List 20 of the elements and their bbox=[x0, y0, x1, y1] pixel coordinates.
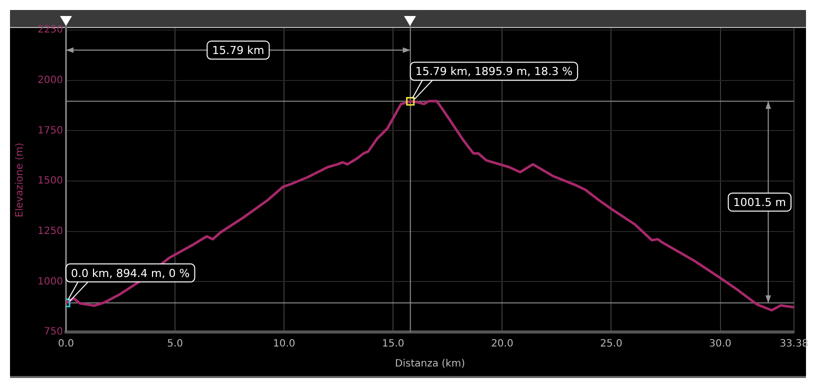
annotation: 15.79 km, 1895.9 m, 18.3 % bbox=[415, 65, 573, 78]
x-axis-title: Distanza (km) bbox=[395, 358, 466, 370]
y-tick-label: 750 bbox=[44, 326, 63, 338]
annotation: 1001.5 m bbox=[733, 196, 786, 209]
annotation: 15.79 km bbox=[212, 44, 264, 58]
x-tick-label: 25.0 bbox=[600, 338, 622, 350]
y-tick-label: 1750 bbox=[38, 125, 63, 136]
y-tick-label: 1500 bbox=[38, 176, 63, 187]
x-tick-label: 30.0 bbox=[709, 338, 732, 350]
annotation: 0.0 km, 894.4 m, 0 % bbox=[70, 266, 190, 280]
y-tick-label: 2250 bbox=[38, 24, 63, 36]
y-axis-title: Elevazione (m) bbox=[14, 142, 26, 218]
x-tick-label: 0.0 bbox=[58, 338, 74, 350]
x-tick-label: 10.0 bbox=[272, 338, 296, 350]
y-tick-label: 2000 bbox=[38, 74, 63, 86]
x-tick-label: 20.0 bbox=[491, 338, 514, 350]
x-tick-label: 5.0 bbox=[167, 338, 183, 350]
y-tick-label: 1000 bbox=[38, 276, 63, 288]
y-tick-label: 1250 bbox=[38, 226, 63, 237]
x-tick-label: 15.0 bbox=[382, 338, 404, 350]
